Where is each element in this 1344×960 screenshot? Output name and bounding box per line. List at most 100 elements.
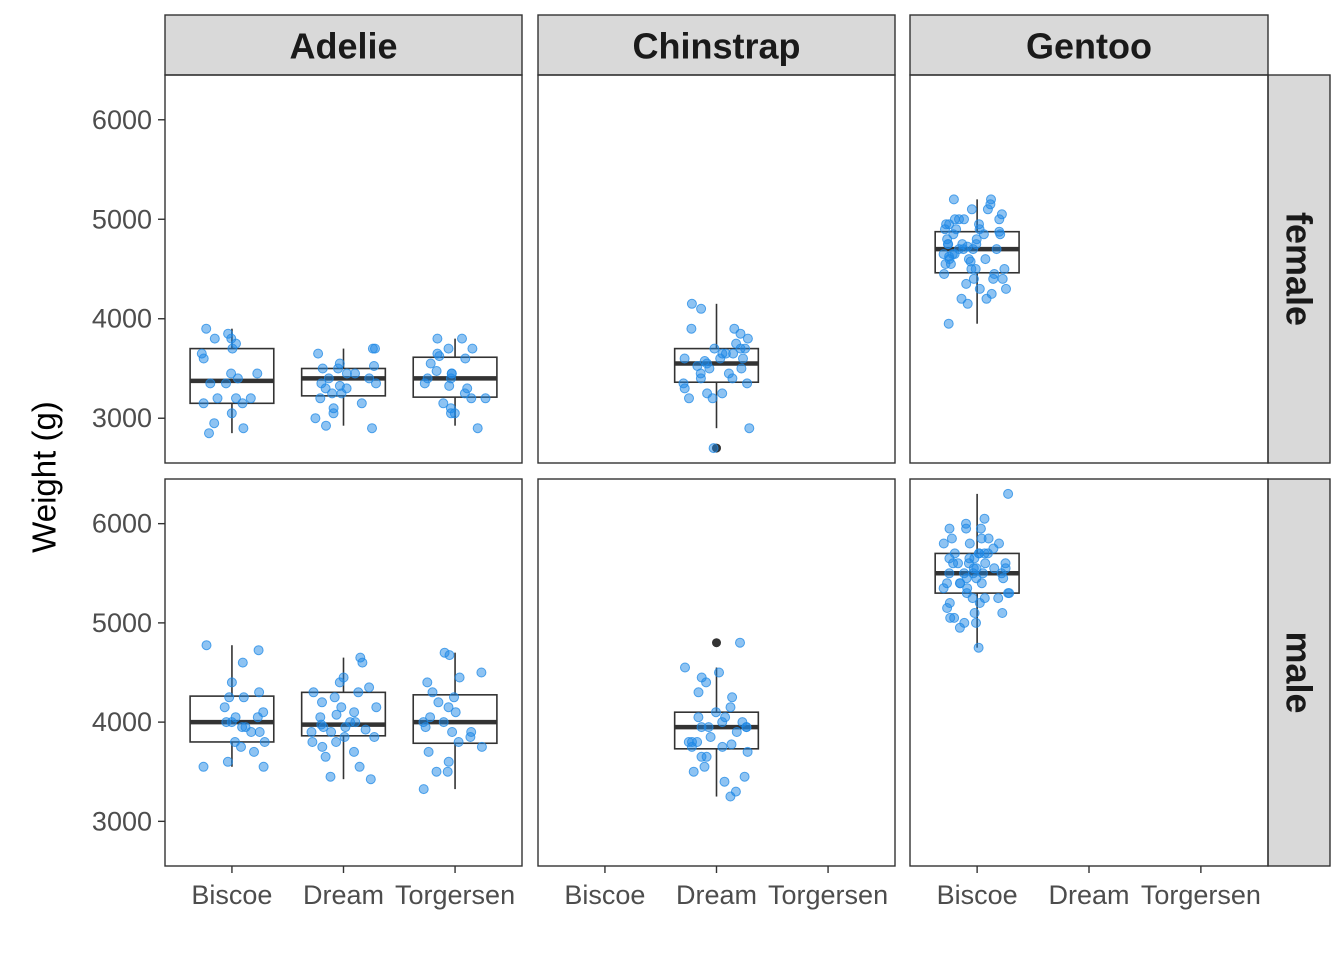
data-point (249, 746, 259, 757)
data-point (431, 766, 442, 777)
data-point (695, 368, 706, 379)
data-point (717, 388, 728, 399)
data-point (336, 388, 347, 399)
data-point (981, 293, 992, 304)
data-point (443, 702, 454, 713)
data-point (684, 393, 694, 404)
data-point (705, 732, 716, 742)
data-point (238, 423, 249, 434)
data-point (978, 229, 989, 240)
data-point (357, 657, 368, 668)
data-point (453, 737, 464, 747)
data-point (739, 771, 750, 782)
data-point (232, 373, 243, 384)
data-point (431, 366, 442, 376)
data-point (961, 523, 972, 534)
data-point (742, 378, 753, 389)
data-point (982, 204, 993, 215)
data-point (727, 692, 738, 703)
data-point (958, 244, 969, 255)
data-point (979, 513, 990, 524)
points-adelie-male-torgersen (418, 647, 487, 795)
data-point (331, 737, 342, 747)
panel-background (910, 479, 1268, 866)
x-tick-label-dream: Dream (676, 880, 757, 910)
data-point (212, 393, 223, 404)
facet-strip-female (1267, 74, 1331, 464)
data-point (367, 423, 377, 434)
data-point (731, 338, 742, 349)
data-point (320, 751, 331, 762)
points-adelie-female-biscoe (196, 323, 263, 439)
data-point (354, 761, 365, 772)
data-point (425, 712, 436, 723)
y-tick-label: 5000 (92, 204, 152, 234)
data-point (219, 702, 230, 713)
data-point (966, 264, 977, 274)
data-point (333, 363, 344, 374)
data-point (446, 408, 456, 419)
data-point (253, 645, 264, 656)
data-point (360, 724, 371, 735)
data-point (940, 224, 950, 235)
data-point (246, 727, 257, 737)
data-point (258, 761, 269, 772)
data-point (254, 687, 265, 698)
data-point (966, 204, 977, 215)
data-point (954, 622, 965, 633)
data-point (254, 727, 265, 737)
data-point (320, 383, 331, 394)
data-point (974, 283, 985, 294)
data-point (308, 687, 319, 698)
data-point (472, 423, 483, 434)
data-point (1001, 283, 1011, 294)
data-point (307, 737, 318, 747)
y-tick-label: 3000 (92, 806, 152, 836)
data-point (971, 573, 982, 584)
data-point (465, 732, 476, 742)
data-point (741, 722, 752, 733)
data-point (948, 194, 959, 205)
data-point (339, 732, 350, 742)
data-point (201, 640, 212, 651)
data-point (725, 791, 736, 802)
facet-strip-male (1267, 478, 1331, 867)
panel-border (164, 74, 523, 464)
data-point (686, 741, 697, 752)
data-point (223, 328, 234, 339)
data-point (686, 323, 697, 334)
data-point (317, 741, 328, 752)
data-point (994, 214, 1005, 225)
data-point (735, 637, 745, 648)
data-point (989, 563, 1000, 574)
data-point (425, 358, 436, 369)
data-point (959, 568, 970, 579)
data-point (1003, 488, 1014, 499)
data-point (940, 259, 951, 269)
outlier-point (712, 638, 721, 648)
data-point (709, 343, 720, 354)
data-point (224, 692, 235, 703)
axes: 3000 4000 5000 6000 3000 4000 5000 6000 Biscoe Dr… (92, 74, 1269, 910)
x-tick-label-torgersen: Torgersen (768, 880, 888, 910)
data-point (701, 751, 712, 762)
data-point (714, 667, 724, 678)
data-point (313, 348, 324, 359)
data-point (252, 712, 263, 723)
data-point (328, 408, 339, 419)
data-point (209, 333, 220, 344)
data-point (371, 378, 381, 389)
data-point (198, 761, 209, 772)
data-point (334, 677, 345, 688)
data-point (708, 443, 719, 454)
data-point (980, 254, 991, 265)
data-point (476, 741, 487, 752)
data-point (306, 727, 317, 737)
data-point (736, 363, 747, 374)
facet-label-adelie: Adelie (289, 26, 397, 67)
data-point (993, 593, 1004, 604)
data-point (438, 398, 449, 409)
data-point (967, 593, 978, 604)
data-point (975, 523, 986, 534)
x-tick-label-dream: Dream (1048, 880, 1129, 910)
